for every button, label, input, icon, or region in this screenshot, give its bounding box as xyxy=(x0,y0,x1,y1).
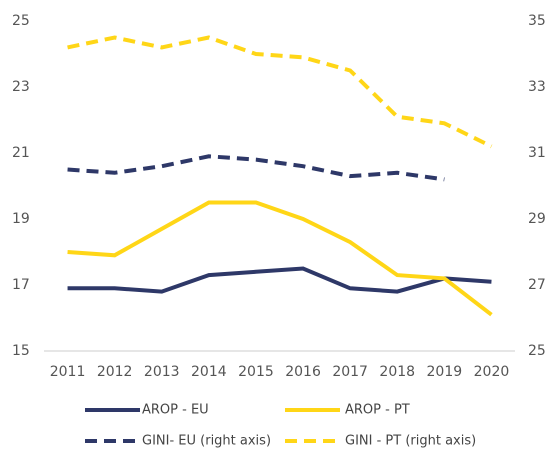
series-line xyxy=(67,266,492,294)
y2-tick-label: 35 xyxy=(528,13,546,29)
legend-label: AROP - PT xyxy=(345,403,410,418)
y-tick-label: 25 xyxy=(12,13,30,29)
x-tick-label: 2013 xyxy=(144,364,180,380)
series-line xyxy=(67,200,493,317)
x-tick-label: 2018 xyxy=(379,364,415,380)
legend-label: AROP - EU xyxy=(142,403,209,418)
y-tick-label: 19 xyxy=(12,211,30,227)
y-tick-label: 17 xyxy=(12,277,30,293)
x-tick-label: 2016 xyxy=(285,364,321,380)
series-line xyxy=(67,154,445,182)
x-tick-label: 2019 xyxy=(427,364,463,380)
y2-tick-label: 27 xyxy=(528,277,546,293)
x-tick-label: 2020 xyxy=(474,364,510,380)
y-tick-label: 15 xyxy=(12,343,30,359)
x-tick-label: 2017 xyxy=(332,364,368,380)
y-tick-label: 21 xyxy=(12,145,30,161)
y2-tick-label: 31 xyxy=(528,145,546,161)
series-line xyxy=(67,35,493,149)
x-tick-label: 2012 xyxy=(97,364,133,380)
x-tick-label: 2015 xyxy=(238,364,274,380)
legend-label: GINI- EU (right axis) xyxy=(142,434,271,449)
y2-tick-label: 25 xyxy=(528,343,546,359)
x-tick-label: 2011 xyxy=(50,364,86,380)
legend-label: GINI - PT (right axis) xyxy=(345,434,476,449)
y2-tick-label: 29 xyxy=(528,211,546,227)
y2-tick-label: 33 xyxy=(528,79,546,95)
x-tick-label: 2014 xyxy=(191,364,227,380)
y-tick-label: 23 xyxy=(12,79,30,95)
